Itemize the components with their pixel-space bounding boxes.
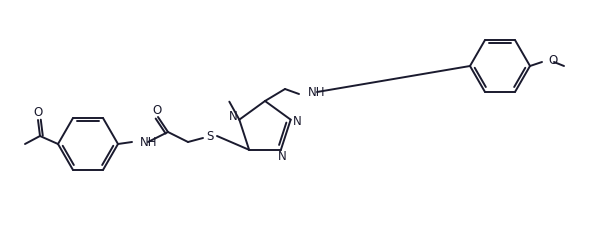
Text: N: N bbox=[229, 110, 238, 123]
Text: NH: NH bbox=[140, 135, 157, 148]
Text: O: O bbox=[152, 103, 161, 116]
Text: N: N bbox=[293, 115, 302, 128]
Text: N: N bbox=[277, 150, 287, 163]
Text: NH: NH bbox=[308, 86, 325, 99]
Text: O: O bbox=[548, 54, 557, 67]
Text: S: S bbox=[206, 129, 214, 142]
Text: O: O bbox=[33, 107, 42, 120]
